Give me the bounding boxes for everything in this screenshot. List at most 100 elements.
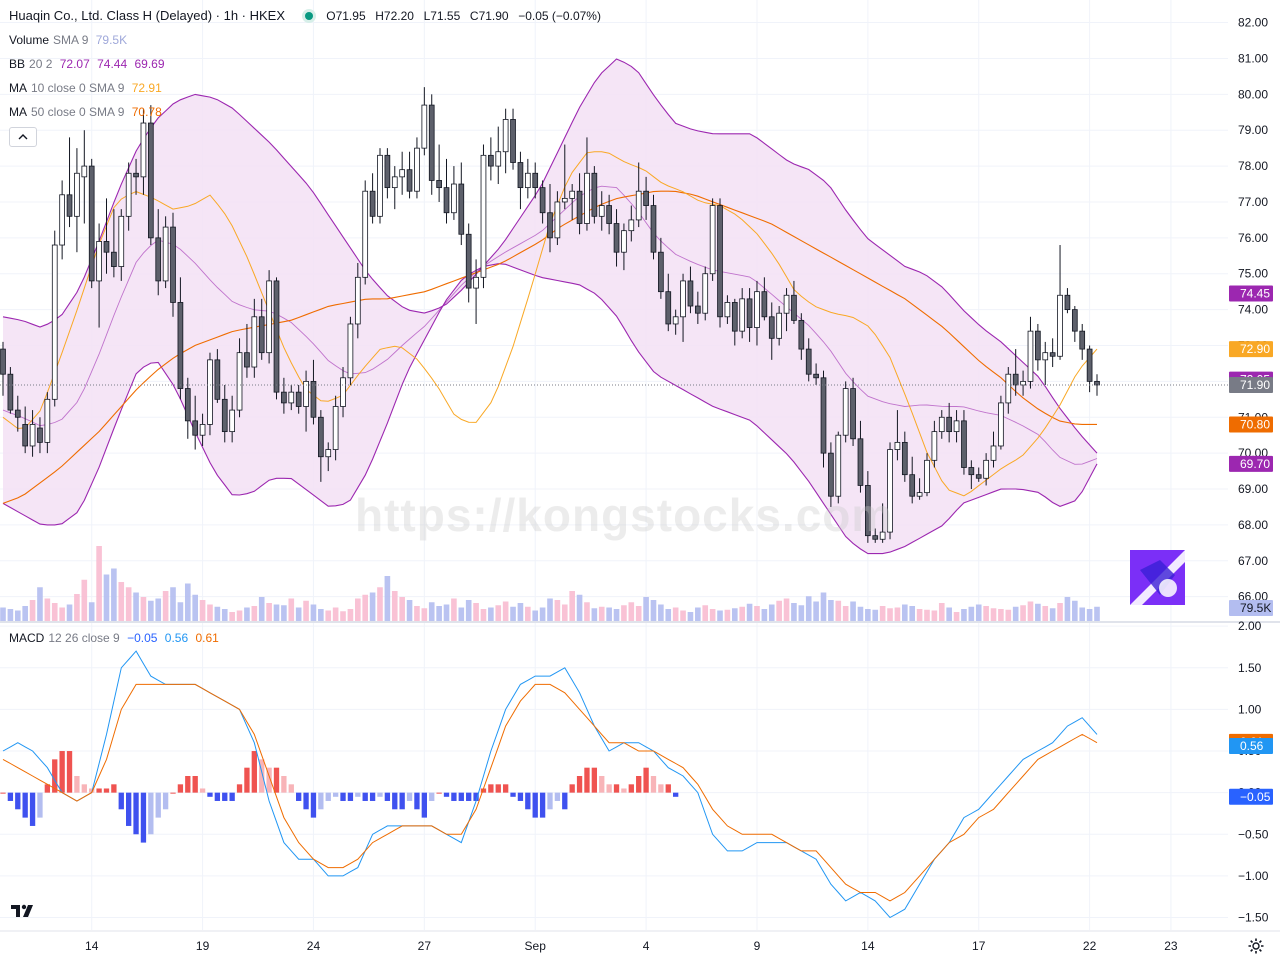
volume-bar xyxy=(480,609,487,621)
candle-body xyxy=(502,119,509,153)
candle-body xyxy=(835,434,842,497)
legend-ma50-value: 70.78 xyxy=(131,105,162,119)
legend-volume-params: SMA 9 xyxy=(53,33,89,47)
ohlc-high: H72.20 xyxy=(375,9,414,23)
volume-bar xyxy=(835,600,842,621)
volume-bar xyxy=(938,603,945,621)
candle-body xyxy=(192,420,199,436)
candle-body xyxy=(244,352,250,368)
macd-histogram-bar xyxy=(436,792,442,794)
candle-body xyxy=(103,241,110,253)
volume-bar xyxy=(1094,606,1100,621)
candle-body xyxy=(443,187,450,214)
candle-body xyxy=(510,119,516,163)
volume-bar xyxy=(332,607,339,621)
legend-ma10[interactable]: MA 10 close 0 SMA 9 72.91 xyxy=(9,81,166,95)
macd-histogram-bar xyxy=(133,792,139,835)
macd-histogram-bar xyxy=(0,792,6,794)
candle-body xyxy=(369,190,376,217)
gear-icon[interactable] xyxy=(1247,937,1265,960)
candle-body xyxy=(916,492,923,497)
legend-volume[interactable]: Volume SMA 9 79.5K xyxy=(9,33,131,47)
candle-body xyxy=(998,402,1004,447)
volume-bar xyxy=(1057,603,1063,621)
candle-body xyxy=(946,416,953,433)
time-axis-tick: 24 xyxy=(307,939,321,953)
volume-bar xyxy=(650,600,657,621)
candle-body xyxy=(613,223,620,253)
macd-histogram-bar xyxy=(303,792,309,810)
macd-histogram-bar xyxy=(325,792,331,801)
volume-bar xyxy=(399,597,405,621)
time-axis-tick: 22 xyxy=(1083,939,1097,953)
volume-bar xyxy=(192,594,198,621)
macd-histogram-bar xyxy=(162,792,169,810)
macd-histogram-bar xyxy=(621,788,627,793)
candle-body xyxy=(768,316,775,339)
volume-bar xyxy=(88,602,95,621)
macd-histogram-bar xyxy=(199,788,206,793)
collapse-legend-button[interactable] xyxy=(9,127,37,147)
price-axis-tick: 74.00 xyxy=(1238,303,1268,317)
macd-histogram-bar xyxy=(584,767,590,793)
volume-bar xyxy=(887,608,893,621)
macd-histogram-bar xyxy=(392,792,398,810)
candle-body xyxy=(1042,352,1049,361)
volume-bar xyxy=(746,603,753,621)
candle-body xyxy=(524,172,531,189)
candle-body xyxy=(606,205,612,224)
candle-body xyxy=(310,380,317,418)
candle-body xyxy=(842,388,849,436)
candle-body xyxy=(421,104,428,149)
macd-histogram-bar xyxy=(643,767,649,793)
ohlc-change: −0.05 (−0.07%) xyxy=(518,9,601,23)
candle-body xyxy=(894,441,901,450)
macd-histogram-bar xyxy=(214,792,221,801)
legend-bb[interactable]: BB 20 2 72.07 74.44 69.69 xyxy=(9,57,169,71)
macd-histogram-bar xyxy=(547,792,553,810)
volume-bar xyxy=(214,606,221,621)
volume-bar xyxy=(894,607,901,621)
volume-bar xyxy=(879,606,886,621)
macd-histogram-bar xyxy=(480,788,487,793)
volume-bar xyxy=(355,598,361,621)
candle-body xyxy=(702,273,709,314)
macd-axis-tick: 2.00 xyxy=(1238,619,1262,633)
volume-bar xyxy=(621,605,627,621)
volume-bar xyxy=(81,579,88,621)
macd-histogram-bar xyxy=(658,784,664,793)
candle-body xyxy=(584,172,590,224)
price-badge: 71.90 xyxy=(1240,378,1270,392)
bb-band-fill xyxy=(3,59,1097,554)
price-badge-bg xyxy=(1229,376,1273,393)
legend-ma50[interactable]: MA 50 close 0 SMA 9 70.78 xyxy=(9,105,166,119)
volume-bar xyxy=(96,546,102,621)
macd-histogram-bar xyxy=(414,792,420,810)
candle-body xyxy=(1005,373,1012,404)
volume-bar xyxy=(532,610,539,621)
legend-macd[interactable]: MACD 12 26 close 9 −0.05 0.56 0.61 xyxy=(9,631,223,645)
macd-histogram-bar xyxy=(562,792,568,810)
tradingview-logo-icon[interactable] xyxy=(11,903,37,924)
volume-bar xyxy=(1086,609,1093,621)
volume-bar xyxy=(805,596,812,621)
macd-histogram-bar xyxy=(222,792,228,801)
volume-bar xyxy=(362,594,369,621)
candle-body xyxy=(872,535,879,540)
candle-body xyxy=(724,302,731,318)
volume-bar xyxy=(199,600,206,621)
macd-histogram-bar xyxy=(281,776,287,793)
volume-bar xyxy=(458,607,465,621)
macd-histogram-bar xyxy=(665,784,671,793)
macd-histogram-bar xyxy=(7,792,14,801)
legend-macd-v3: 0.61 xyxy=(195,631,219,645)
volume-bar xyxy=(155,598,162,621)
volume-bar xyxy=(37,587,43,621)
candle-body xyxy=(1027,330,1034,382)
time-axis-tick: 27 xyxy=(418,939,432,953)
macd-histogram-bar xyxy=(207,792,213,797)
candle-body xyxy=(820,377,827,454)
volume-bar xyxy=(266,603,272,621)
candle-body xyxy=(857,438,864,486)
